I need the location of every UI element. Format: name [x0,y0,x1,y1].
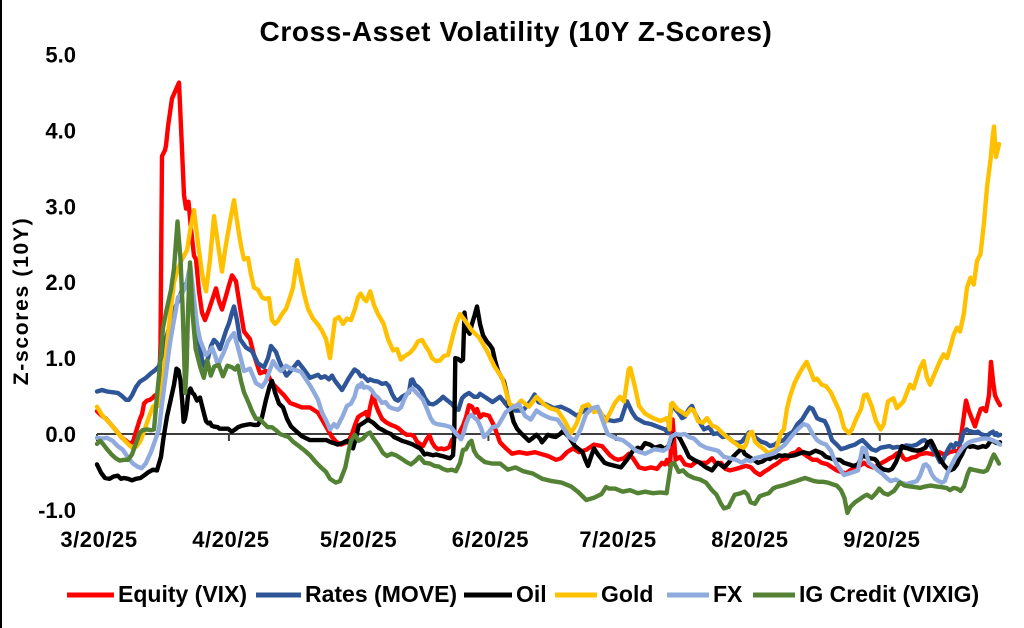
svg-text:FX: FX [713,581,743,607]
svg-text:Z-scores (10Y): Z-scores (10Y) [10,217,33,386]
svg-text:5.0: 5.0 [45,43,76,68]
svg-text:7/20/25: 7/20/25 [579,527,656,552]
svg-text:9/20/25: 9/20/25 [843,527,920,552]
svg-text:4/20/25: 4/20/25 [192,527,269,552]
svg-text:2.0: 2.0 [45,270,76,295]
svg-text:5/20/25: 5/20/25 [320,527,397,552]
svg-text:1.0: 1.0 [45,346,76,371]
svg-text:Gold: Gold [601,581,653,607]
svg-text:6/20/25: 6/20/25 [452,527,529,552]
svg-text:0.0: 0.0 [45,422,76,447]
svg-text:Rates (MOVE): Rates (MOVE) [305,581,457,607]
svg-text:Oil: Oil [516,581,547,607]
svg-text:IG Credit (VIXIG): IG Credit (VIXIG) [799,581,979,607]
svg-text:-1.0: -1.0 [38,498,76,523]
svg-text:4.0: 4.0 [45,118,76,143]
svg-text:8/20/25: 8/20/25 [711,527,788,552]
svg-text:Cross-Asset Volatility (10Y Z-: Cross-Asset Volatility (10Y Z-Scores) [260,16,773,47]
svg-text:Equity (VIX): Equity (VIX) [118,581,247,607]
svg-text:3/20/25: 3/20/25 [60,527,137,552]
svg-text:3.0: 3.0 [45,194,76,219]
